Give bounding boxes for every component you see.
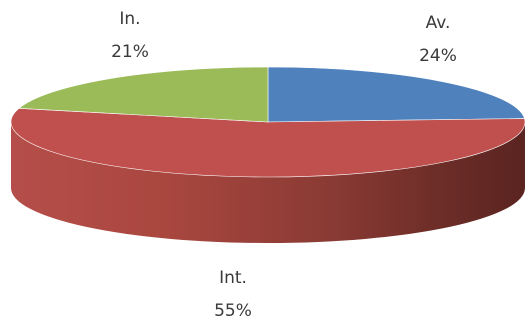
- pie-slice-int: [10, 108, 526, 178]
- slice-label-av-percent: 24%: [419, 46, 457, 66]
- slice-label-int-category: Int.: [219, 268, 247, 288]
- pie-labels: Av. 24% Int. 55% In. 21%: [111, 9, 457, 321]
- pie-side-wall: [11, 122, 525, 243]
- pie-side-int: [11, 122, 525, 243]
- slice-label-in-percent: 21%: [111, 42, 149, 62]
- pie-slice-av: [267, 66, 525, 123]
- slice-label-in-category: In.: [119, 9, 140, 29]
- slice-label-av-category: Av.: [426, 13, 451, 33]
- pie-slice-in: [18, 66, 269, 123]
- slice-label-int-percent: 55%: [214, 301, 252, 321]
- pie-top-face: [10, 66, 526, 178]
